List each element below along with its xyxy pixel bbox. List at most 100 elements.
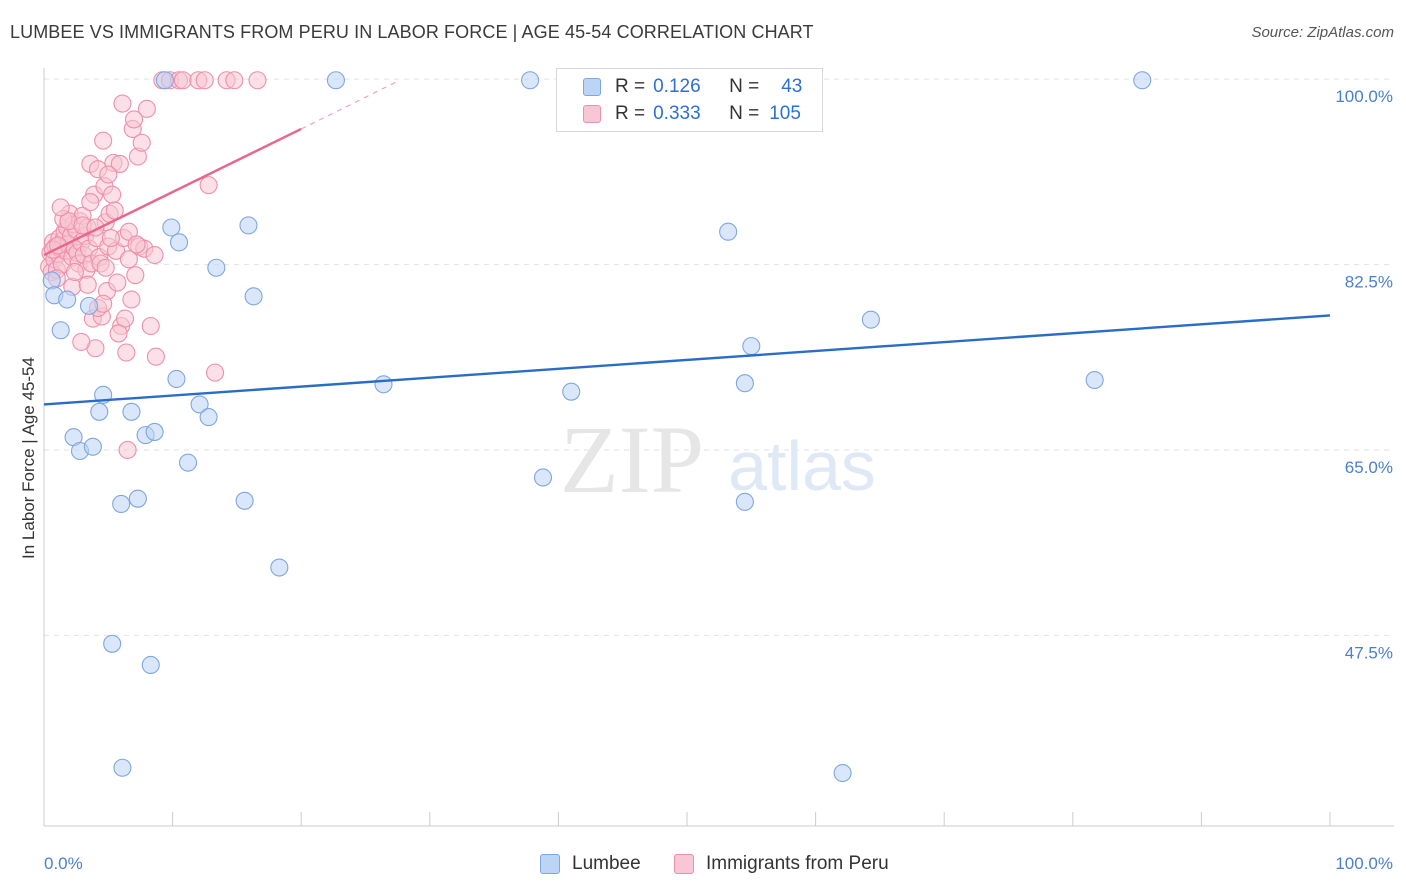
peru-point xyxy=(108,273,127,292)
peru-point xyxy=(109,324,128,343)
lumbee-point xyxy=(199,408,218,427)
x-tick-labels: 0.0% 100.0% xyxy=(44,854,1393,873)
peru-point xyxy=(81,193,100,212)
lumbee-point xyxy=(207,258,226,277)
peru-point xyxy=(199,176,218,195)
peru-point xyxy=(137,99,156,118)
peru-point xyxy=(124,110,144,129)
peru-trend-extension xyxy=(300,80,398,130)
peru-trend-line xyxy=(43,127,302,257)
lumbee-point xyxy=(742,337,761,356)
peru-point xyxy=(117,343,136,362)
lumbee-point xyxy=(122,402,141,421)
n-value-lumbee: 43 xyxy=(781,76,803,97)
lumbee-point xyxy=(167,369,186,389)
grid-lines xyxy=(44,78,1394,636)
peru-point xyxy=(127,235,146,254)
peru-point xyxy=(101,229,120,248)
lumbee-point xyxy=(51,321,70,340)
y-tick-label: 82.5% xyxy=(1345,273,1393,292)
lumbee-point xyxy=(145,422,164,441)
peru-point xyxy=(110,154,129,173)
peru-point xyxy=(141,316,160,336)
peru-point xyxy=(146,347,165,366)
bottom-legend-swatch-lumbee xyxy=(540,854,560,874)
peru-point xyxy=(119,250,138,269)
lumbee-point xyxy=(735,374,754,393)
lumbee-point xyxy=(533,468,553,487)
peru-point xyxy=(51,198,70,217)
peru-point xyxy=(65,262,84,282)
lumbee-point xyxy=(1085,370,1104,390)
bottom-legend-lumbee: Lumbee xyxy=(540,852,641,876)
lumbee-point xyxy=(113,758,132,777)
r-label: R = xyxy=(615,103,646,124)
lumbee-point xyxy=(42,271,61,290)
peru-point xyxy=(126,266,145,285)
trend-lines xyxy=(43,80,1331,406)
peru-point xyxy=(225,71,244,90)
stats-legend: R = 0.126 N = 43 R = 0.333 N = 105 xyxy=(556,68,823,132)
y-tick-label: 47.5% xyxy=(1345,643,1393,662)
peru-point xyxy=(195,71,214,90)
peru-point xyxy=(118,440,137,459)
lumbee-point xyxy=(83,437,102,456)
bottom-legend-label-peru: Immigrants from Peru xyxy=(706,853,889,874)
x-tick-label-min: 0.0% xyxy=(44,854,83,873)
peru-point xyxy=(145,245,164,265)
watermark-zip: ZIP xyxy=(560,406,704,513)
y-tick-label: 65.0% xyxy=(1345,458,1393,477)
lumbee-point xyxy=(112,494,131,514)
n-label: N = xyxy=(729,103,760,124)
lumbee-point xyxy=(90,402,109,421)
y-tick-label: 100.0% xyxy=(1335,87,1393,106)
legend-row-peru: R = 0.333 N = 105 xyxy=(583,101,801,127)
peru-point xyxy=(173,71,192,90)
peru-point xyxy=(96,258,115,277)
lumbee-point xyxy=(235,491,254,510)
source-credit: Source: ZipAtlas.com xyxy=(1251,24,1394,41)
x-tick-label-max: 100.0% xyxy=(1335,854,1393,873)
n-value-peru: 105 xyxy=(769,103,801,124)
legend-swatch-lumbee xyxy=(583,78,601,96)
lumbee-point xyxy=(719,222,738,241)
lumbee-point xyxy=(326,71,345,90)
lumbee-point xyxy=(861,310,880,329)
lumbee-point xyxy=(562,382,581,401)
lumbee-trend-line xyxy=(43,314,1331,406)
lumbee-point xyxy=(735,492,754,511)
peru-point xyxy=(122,290,141,309)
peru-point xyxy=(72,332,91,351)
axes xyxy=(43,68,1394,827)
peru-point xyxy=(99,165,118,184)
y-tick-labels: 47.5% 65.0% 82.5% 100.0% xyxy=(1335,87,1393,662)
bottom-legend-peru: Immigrants from Peru xyxy=(674,852,889,876)
lumbee-point xyxy=(270,558,289,577)
n-label: N = xyxy=(729,76,760,97)
bottom-legend-swatch-peru xyxy=(674,854,694,874)
lumbee-point xyxy=(190,395,209,414)
peru-point xyxy=(113,94,132,113)
watermark-atlas: atlas xyxy=(728,427,876,505)
peru-point xyxy=(103,185,122,204)
legend-swatch-peru xyxy=(583,105,601,123)
lumbee-point xyxy=(103,634,122,653)
lumbee-point xyxy=(833,763,852,783)
lumbee-point xyxy=(79,296,99,315)
r-value-lumbee: 0.126 xyxy=(653,76,701,97)
lumbee-point xyxy=(239,216,258,235)
r-value-peru: 0.333 xyxy=(653,103,701,124)
data-points xyxy=(40,71,1152,783)
lumbee-point xyxy=(1133,71,1152,90)
lumbee-point xyxy=(244,287,263,306)
lumbee-point xyxy=(374,375,393,394)
lumbee-point xyxy=(169,233,189,252)
peru-point xyxy=(205,363,225,382)
chart-title: LUMBEE VS IMMIGRANTS FROM PERU IN LABOR … xyxy=(10,22,814,42)
lumbee-point xyxy=(155,71,174,90)
peru-point xyxy=(78,275,97,294)
lumbee-point xyxy=(521,71,540,90)
lumbee-point xyxy=(162,218,181,237)
r-label: R = xyxy=(615,76,646,97)
